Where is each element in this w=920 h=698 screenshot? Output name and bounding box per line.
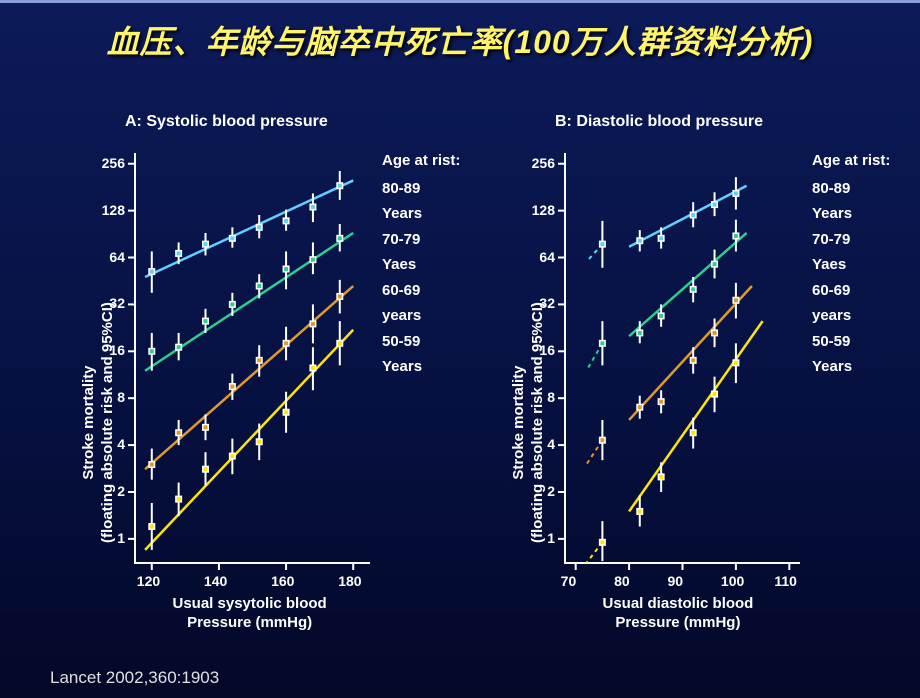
x-tick-label: 90	[668, 573, 684, 589]
panel-b: B: Diastolic blood pressure Stroke morta…	[0, 3, 920, 698]
x-tick-label: 110	[774, 573, 797, 589]
x-tick-label: 100	[721, 573, 744, 589]
panel-b-x-ticks: 70 80 90 100 110	[0, 3, 920, 698]
citation: Lancet 2002,360:1903	[50, 668, 219, 688]
x-tick-label: 80	[614, 573, 630, 589]
slide-root: 血压、年龄与脑卒中死亡率(100万人群资料分析) A: Systolic blo…	[0, 0, 920, 698]
x-tick-label: 70	[561, 573, 577, 589]
